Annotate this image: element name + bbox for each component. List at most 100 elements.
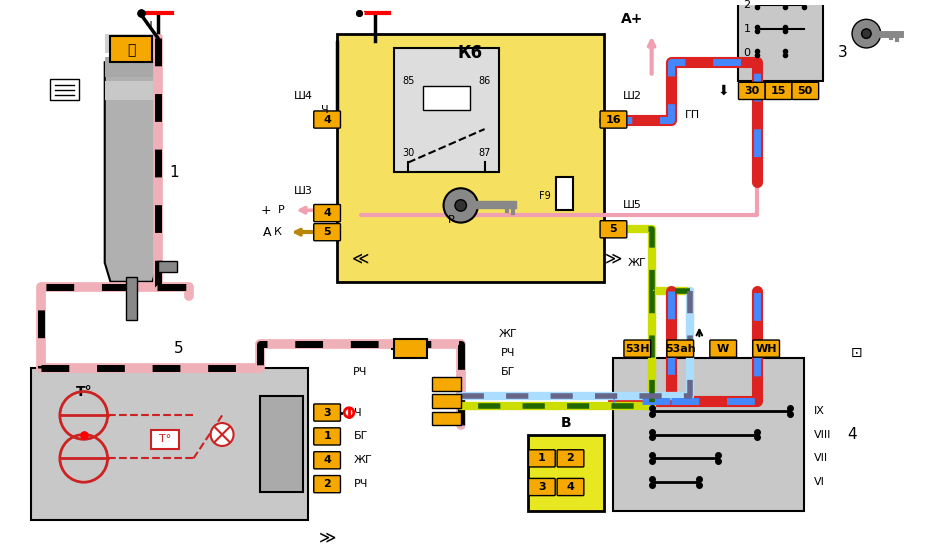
Bar <box>432 394 461 408</box>
Bar <box>110 35 152 62</box>
FancyBboxPatch shape <box>314 205 341 221</box>
Text: 3: 3 <box>538 482 545 492</box>
FancyBboxPatch shape <box>739 82 765 100</box>
Text: Ч: Ч <box>322 105 329 115</box>
Text: 4: 4 <box>323 455 331 465</box>
Bar <box>126 277 137 320</box>
Text: 4: 4 <box>323 115 331 125</box>
Text: +: + <box>261 203 271 217</box>
Text: Р: Р <box>277 205 284 215</box>
Text: БГ: БГ <box>354 431 368 441</box>
Text: 2: 2 <box>744 0 750 10</box>
Text: 50: 50 <box>798 86 813 96</box>
FancyBboxPatch shape <box>624 340 650 357</box>
FancyBboxPatch shape <box>792 82 819 100</box>
Bar <box>613 358 804 511</box>
Text: РЧ: РЧ <box>353 367 367 378</box>
Text: 30: 30 <box>402 148 414 158</box>
Text: 16: 16 <box>605 115 622 125</box>
Polygon shape <box>105 62 158 282</box>
Text: К: К <box>273 227 281 237</box>
Bar <box>105 34 158 53</box>
FancyBboxPatch shape <box>667 340 694 357</box>
Text: 0: 0 <box>744 48 750 58</box>
Text: ⬇: ⬇ <box>718 84 729 98</box>
Text: 4: 4 <box>566 482 574 492</box>
Text: 4: 4 <box>323 208 331 218</box>
Bar <box>337 34 604 282</box>
Text: VIII: VIII <box>814 430 831 440</box>
Text: 1: 1 <box>324 431 331 441</box>
Text: РЧ: РЧ <box>354 479 368 489</box>
Text: 87: 87 <box>479 148 491 158</box>
Bar <box>50 79 79 101</box>
Text: W: W <box>717 344 729 354</box>
Text: ГП: ГП <box>685 110 700 120</box>
Text: 3: 3 <box>838 45 847 60</box>
FancyBboxPatch shape <box>557 478 584 496</box>
Text: T°: T° <box>75 385 92 399</box>
Bar <box>423 86 470 110</box>
Bar <box>432 412 461 425</box>
Text: 53ah: 53ah <box>664 344 696 354</box>
Text: VII: VII <box>814 453 828 463</box>
FancyBboxPatch shape <box>314 111 341 128</box>
FancyBboxPatch shape <box>600 221 626 238</box>
Text: F9: F9 <box>539 191 550 201</box>
Text: 85: 85 <box>402 76 414 86</box>
Text: РЧ: РЧ <box>502 348 516 358</box>
Text: 5: 5 <box>324 227 331 237</box>
Bar <box>158 261 177 272</box>
FancyBboxPatch shape <box>314 428 341 445</box>
Text: T°: T° <box>159 434 171 444</box>
Text: 1: 1 <box>538 453 545 463</box>
Text: Ш4: Ш4 <box>294 91 313 101</box>
Bar <box>394 339 427 358</box>
FancyBboxPatch shape <box>314 475 341 493</box>
Circle shape <box>862 29 871 39</box>
Text: A+: A+ <box>622 13 644 26</box>
Text: 5: 5 <box>609 224 617 234</box>
Text: ≫: ≫ <box>318 529 336 544</box>
Bar <box>31 368 308 521</box>
Text: 1: 1 <box>169 164 179 180</box>
Text: 4: 4 <box>847 427 857 442</box>
Text: А: А <box>264 226 271 239</box>
Circle shape <box>852 20 881 48</box>
Text: ⊡: ⊡ <box>851 347 863 360</box>
Text: 15: 15 <box>771 86 786 96</box>
Circle shape <box>455 200 466 211</box>
FancyBboxPatch shape <box>314 224 341 241</box>
Bar <box>556 177 573 210</box>
Text: Ш3: Ш3 <box>294 186 312 196</box>
Bar <box>260 397 304 492</box>
Text: Ш2: Ш2 <box>623 91 642 101</box>
Circle shape <box>345 408 354 417</box>
Bar <box>527 435 604 511</box>
Text: ЖГ: ЖГ <box>354 455 372 465</box>
Text: ≫: ≫ <box>605 249 622 267</box>
FancyBboxPatch shape <box>557 450 584 467</box>
FancyBboxPatch shape <box>314 404 341 421</box>
Text: БГ: БГ <box>502 367 516 378</box>
Text: ЖГ: ЖГ <box>499 329 518 339</box>
Text: 53H: 53H <box>625 344 649 354</box>
Text: 86: 86 <box>479 76 490 86</box>
Bar <box>738 0 823 82</box>
Text: ≪: ≪ <box>352 249 369 267</box>
Bar <box>394 48 499 172</box>
Text: Р: Р <box>447 215 454 225</box>
FancyBboxPatch shape <box>600 111 626 128</box>
Text: 2: 2 <box>566 453 574 463</box>
Text: WH: WH <box>755 344 777 354</box>
FancyBboxPatch shape <box>765 82 792 100</box>
Text: ᚡ: ᚡ <box>128 43 135 57</box>
Bar <box>105 82 158 101</box>
Circle shape <box>444 188 478 222</box>
FancyBboxPatch shape <box>528 450 555 467</box>
Text: Ч: Ч <box>354 407 362 418</box>
Bar <box>432 377 461 391</box>
Text: VI: VI <box>814 477 824 487</box>
FancyBboxPatch shape <box>710 340 737 357</box>
Text: ЖГ: ЖГ <box>628 258 646 268</box>
